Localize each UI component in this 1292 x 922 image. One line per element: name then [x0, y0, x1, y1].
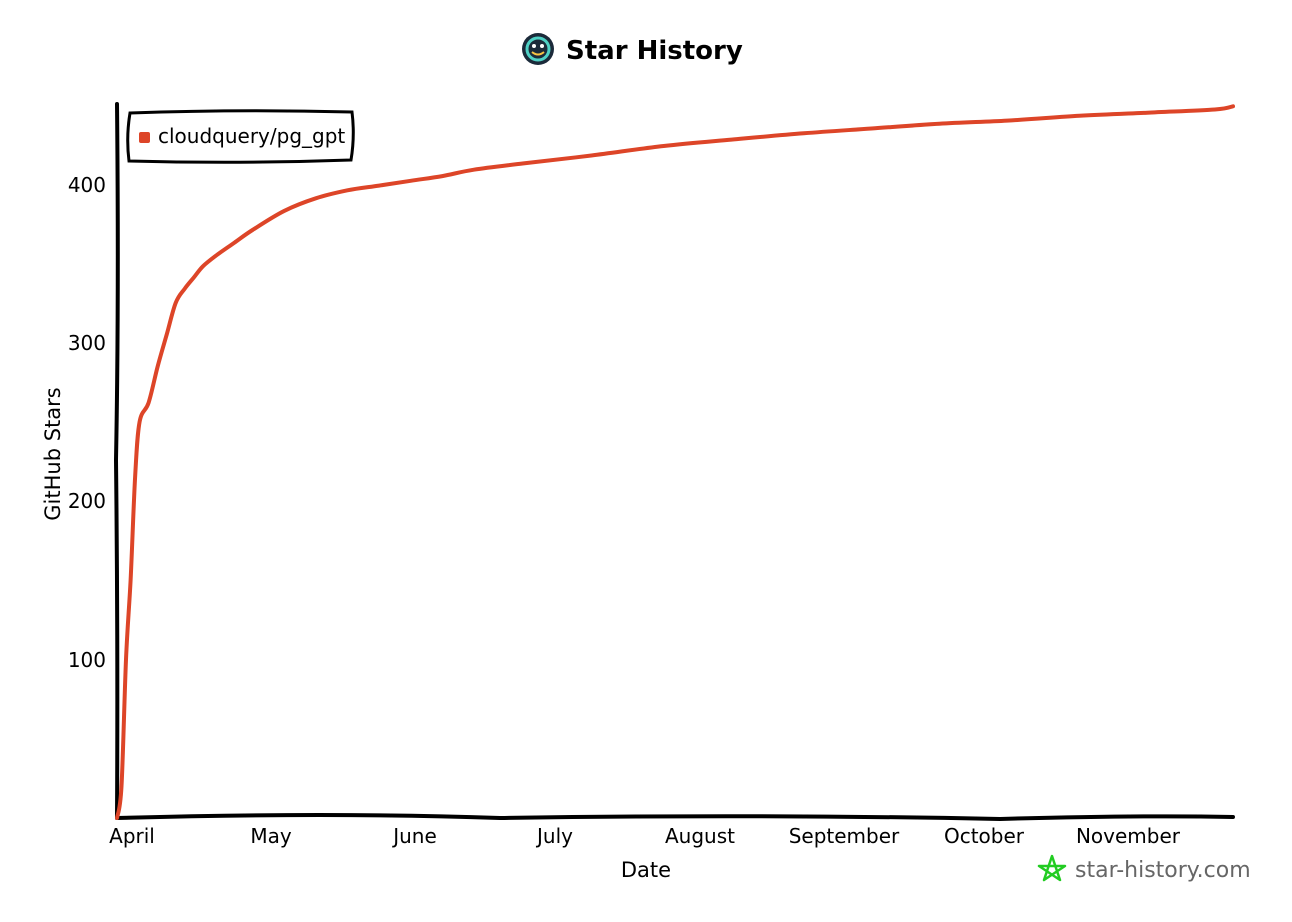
x-tick-label-november: November — [1076, 824, 1181, 848]
x-tick-label-april: April — [109, 824, 155, 848]
y-tick-label-200: 200 — [68, 489, 106, 513]
y-tick-label-400: 400 — [68, 173, 106, 197]
y-tick-label-300: 300 — [68, 331, 106, 355]
y-axis-line — [113, 102, 120, 820]
x-axis-label: Date — [621, 858, 671, 882]
x-tick-label-july: July — [535, 824, 573, 848]
watermark-text: star-history.com — [1075, 858, 1251, 883]
y-tick-labels: 100 200 300 400 — [68, 173, 106, 672]
series-line-cloudquery-pg-gpt — [115, 104, 1235, 820]
chart-title: Star History — [566, 36, 743, 66]
x-tick-labels: April May June July August September Oct… — [109, 824, 1181, 848]
star-history-logo-icon — [522, 33, 554, 65]
chart-legend: cloudquery/pg_gpt — [126, 109, 355, 164]
legend-box — [126, 109, 355, 164]
x-tick-label-september: September — [789, 824, 900, 848]
y-tick-label-100: 100 — [68, 648, 106, 672]
legend-label-cloudquery-pg-gpt: cloudquery/pg_gpt — [158, 124, 345, 148]
star-outline-icon — [1037, 854, 1067, 882]
x-tick-label-october: October — [944, 824, 1025, 848]
x-tick-label-august: August — [665, 824, 735, 848]
watermark: star-history.com — [1037, 854, 1251, 883]
x-tick-label-june: June — [391, 824, 437, 848]
x-tick-label-may: May — [250, 824, 292, 848]
y-axis-label: GitHub Stars — [41, 387, 65, 520]
x-axis-line — [115, 813, 1235, 822]
legend-swatch-cloudquery-pg-gpt — [139, 132, 150, 143]
chart-header: Star History — [522, 33, 743, 66]
